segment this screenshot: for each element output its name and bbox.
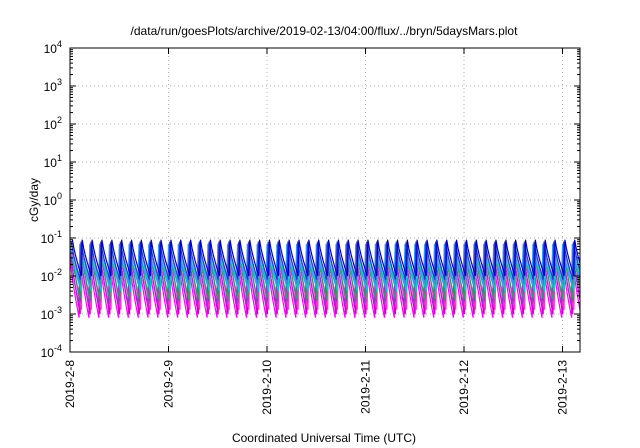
y-tick-label: 104 (44, 39, 62, 56)
y-axis-label: cGy/day (27, 178, 41, 222)
y-tick-label: 100 (44, 191, 62, 208)
x-tick-label: 2019-2-9 (162, 360, 176, 408)
series-line (71, 239, 580, 277)
x-tick-label: 2019-2-11 (359, 360, 373, 414)
y-tick-label: 101 (44, 153, 62, 170)
y-axis: 10-4 10-3 10-2 10-1 100 101 102 103 104 (41, 39, 580, 360)
y-tick-label: 10-3 (41, 305, 62, 322)
y-tick-label: 10-2 (41, 267, 62, 284)
chart-title: /data/run/goesPlots/archive/2019-02-13/0… (131, 24, 519, 38)
x-tick-label: 2019-2-8 (63, 360, 77, 408)
x-axis-label: Coordinated Universal Time (UTC) (232, 431, 416, 445)
y-tick-label: 102 (44, 115, 62, 132)
x-axis: 2019-2-8 2019-2-9 2019-2-10 2019-2-11 2019-2… (63, 48, 570, 415)
x-tick-label: 2019-2-12 (457, 360, 471, 415)
series-line (70, 241, 580, 280)
y-tick-label: 10-1 (41, 229, 62, 246)
plot-area (70, 239, 580, 318)
x-tick-label: 2019-2-13 (556, 360, 570, 415)
series-layer (70, 239, 580, 318)
y-tick-label: 10-4 (41, 343, 62, 360)
y-tick-label: 103 (44, 77, 62, 94)
x-tick-label: 2019-2-10 (260, 360, 274, 415)
